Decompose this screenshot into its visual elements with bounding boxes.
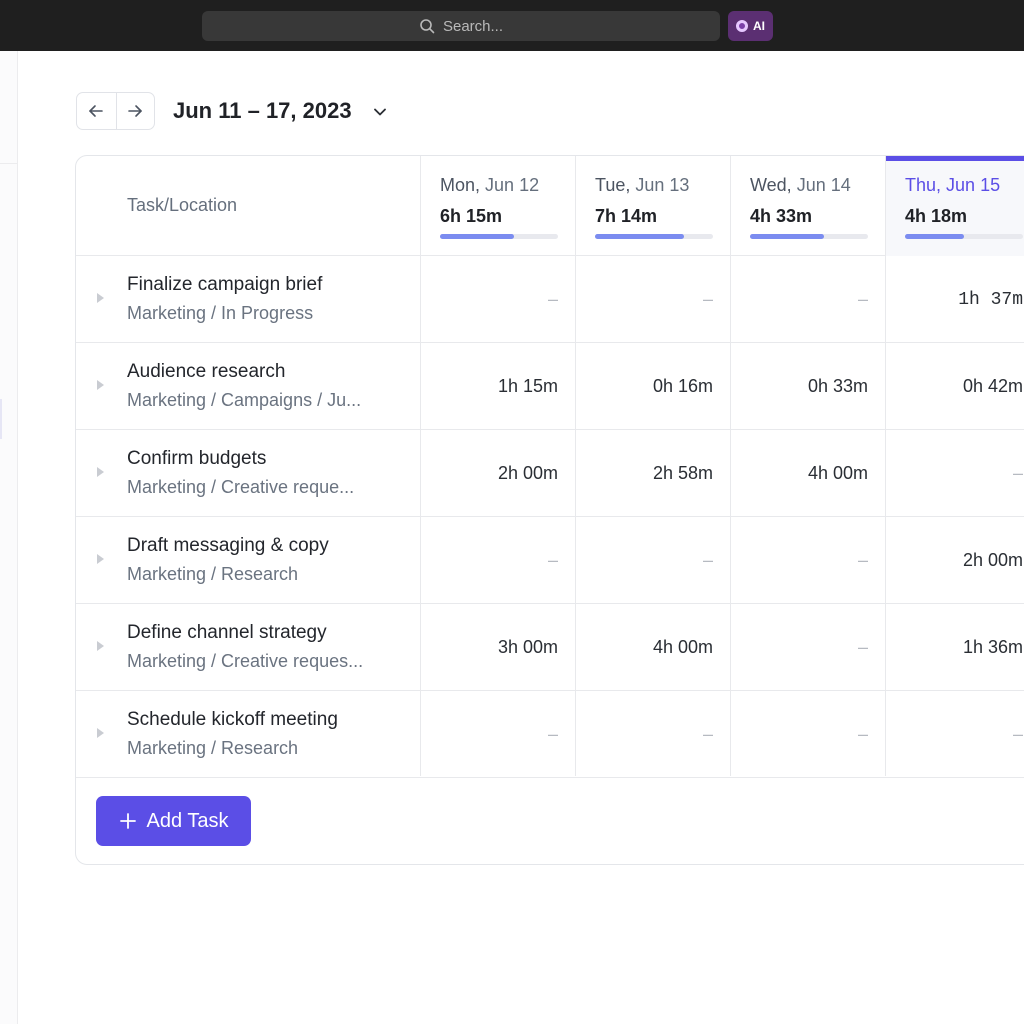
timesheet-table: Task/Location Mon, Jun 12 6h 15m Tue, Ju…	[75, 155, 1024, 865]
day-progress-bar	[905, 234, 1023, 239]
time-cell[interactable]: –	[702, 724, 713, 744]
next-week-button[interactable]	[115, 93, 155, 129]
expand-arrow-icon[interactable]	[97, 380, 104, 390]
task-name[interactable]: Finalize campaign brief	[127, 274, 323, 295]
column-divider	[730, 156, 731, 776]
table-row[interactable]: Draft messaging & copy Marketing / Resea…	[76, 517, 1024, 604]
day-label: Wed, Jun 14	[750, 175, 851, 195]
day-column-header-active[interactable]: Thu, Jun 15 4h 18m	[886, 156, 1024, 256]
chevron-down-icon[interactable]	[372, 104, 388, 120]
expand-arrow-icon[interactable]	[97, 554, 104, 564]
expand-arrow-icon[interactable]	[97, 728, 104, 738]
left-sidebar-edge	[0, 51, 18, 1024]
task-name[interactable]: Audience research	[127, 361, 286, 382]
plus-icon	[119, 813, 136, 829]
time-cell[interactable]: 1h 15m	[497, 376, 558, 396]
arrow-right-icon	[128, 105, 143, 117]
time-cell[interactable]: –	[1012, 724, 1023, 744]
day-total: 4h 33m	[750, 206, 813, 226]
time-cell[interactable]: 2h 00m	[497, 463, 558, 483]
task-location: Marketing / In Progress	[127, 303, 314, 323]
previous-week-button[interactable]	[77, 93, 116, 129]
day-column-header[interactable]: Mon, Jun 12 6h 15m	[421, 156, 576, 256]
time-cell[interactable]: –	[702, 550, 713, 570]
date-range-label[interactable]: Jun 11 – 17, 2023	[173, 98, 352, 123]
table-header: Task/Location Mon, Jun 12 6h 15m Tue, Ju…	[76, 156, 1024, 256]
day-label: Tue, Jun 13	[595, 175, 690, 195]
top-bar: Search... AI	[0, 0, 1024, 51]
task-location: Marketing / Creative reques...	[127, 651, 364, 671]
day-progress-bar	[750, 234, 868, 239]
time-cell[interactable]: –	[547, 550, 558, 570]
day-total: 7h 14m	[595, 206, 658, 226]
time-cell[interactable]: –	[547, 289, 558, 309]
day-progress-fill	[905, 234, 964, 239]
column-divider	[885, 156, 886, 776]
sidebar-indicator	[0, 399, 2, 439]
expand-arrow-icon[interactable]	[97, 641, 104, 651]
day-progress-bar	[440, 234, 558, 239]
time-cell[interactable]: 1h 37m	[958, 289, 1023, 310]
task-name[interactable]: Confirm budgets	[127, 448, 267, 469]
table-row[interactable]: Schedule kickoff meeting Marketing / Res…	[76, 691, 1024, 778]
time-cell[interactable]: –	[547, 724, 558, 744]
time-cell[interactable]: –	[857, 550, 868, 570]
day-progress-fill	[595, 234, 684, 239]
day-progress-bar	[595, 234, 713, 239]
task-location: Marketing / Research	[127, 738, 299, 758]
table-row[interactable]: Finalize campaign brief Marketing / In P…	[76, 256, 1024, 343]
sidebar-divider	[0, 163, 18, 164]
day-column-header[interactable]: Wed, Jun 14 4h 33m	[731, 156, 886, 256]
time-cell[interactable]: 0h 33m	[807, 376, 868, 396]
time-cell[interactable]: 4h 00m	[807, 463, 868, 483]
search-icon	[420, 19, 435, 34]
day-progress-fill	[440, 234, 515, 239]
table-row[interactable]: Audience research Marketing / Campaigns …	[76, 343, 1024, 430]
day-total: 6h 15m	[440, 206, 503, 226]
date-nav-buttons	[76, 92, 155, 130]
day-total: 4h 18m	[905, 206, 968, 226]
task-name[interactable]: Define channel strategy	[127, 622, 327, 643]
ai-button[interactable]: AI	[728, 11, 773, 41]
task-location: Marketing / Creative reque...	[127, 477, 355, 497]
table-row[interactable]: Define channel strategy Marketing / Crea…	[76, 604, 1024, 691]
time-cell[interactable]: 3h 00m	[497, 637, 558, 657]
task-name[interactable]: Schedule kickoff meeting	[127, 709, 338, 730]
day-label: Thu, Jun 15	[905, 175, 1001, 195]
column-divider	[575, 156, 576, 776]
ai-label: AI	[753, 19, 765, 33]
table-row[interactable]: Confirm budgets Marketing / Creative req…	[76, 430, 1024, 517]
search-placeholder: Search...	[442, 17, 504, 35]
search-input[interactable]: Search...	[202, 11, 720, 41]
time-cell[interactable]: –	[857, 289, 868, 309]
time-cell[interactable]: 4h 00m	[652, 637, 713, 657]
time-cell[interactable]: 2h 00m	[962, 550, 1023, 570]
task-location-header: Task/Location	[127, 195, 238, 215]
day-label: Mon, Jun 12	[440, 175, 540, 195]
task-location: Marketing / Campaigns / Ju...	[127, 390, 362, 410]
time-cell[interactable]: –	[857, 724, 868, 744]
add-task-label: Add Task	[146, 809, 229, 832]
expand-arrow-icon[interactable]	[97, 467, 104, 477]
time-cell[interactable]: 0h 16m	[652, 376, 713, 396]
expand-arrow-icon[interactable]	[97, 293, 104, 303]
time-cell[interactable]: 0h 42m	[962, 376, 1023, 396]
time-cell[interactable]: 1h 36m	[962, 637, 1023, 657]
ai-icon	[736, 20, 748, 32]
time-cell[interactable]: –	[702, 289, 713, 309]
time-cell[interactable]: –	[1012, 463, 1023, 483]
add-task-button[interactable]: Add Task	[96, 796, 251, 846]
task-location: Marketing / Research	[127, 564, 299, 584]
task-name[interactable]: Draft messaging & copy	[127, 535, 329, 556]
time-cell[interactable]: –	[857, 637, 868, 657]
time-cell[interactable]: 2h 58m	[652, 463, 713, 483]
column-divider	[420, 156, 421, 776]
day-progress-fill	[750, 234, 825, 239]
arrow-left-icon	[89, 105, 104, 117]
day-column-header[interactable]: Tue, Jun 13 7h 14m	[576, 156, 731, 256]
